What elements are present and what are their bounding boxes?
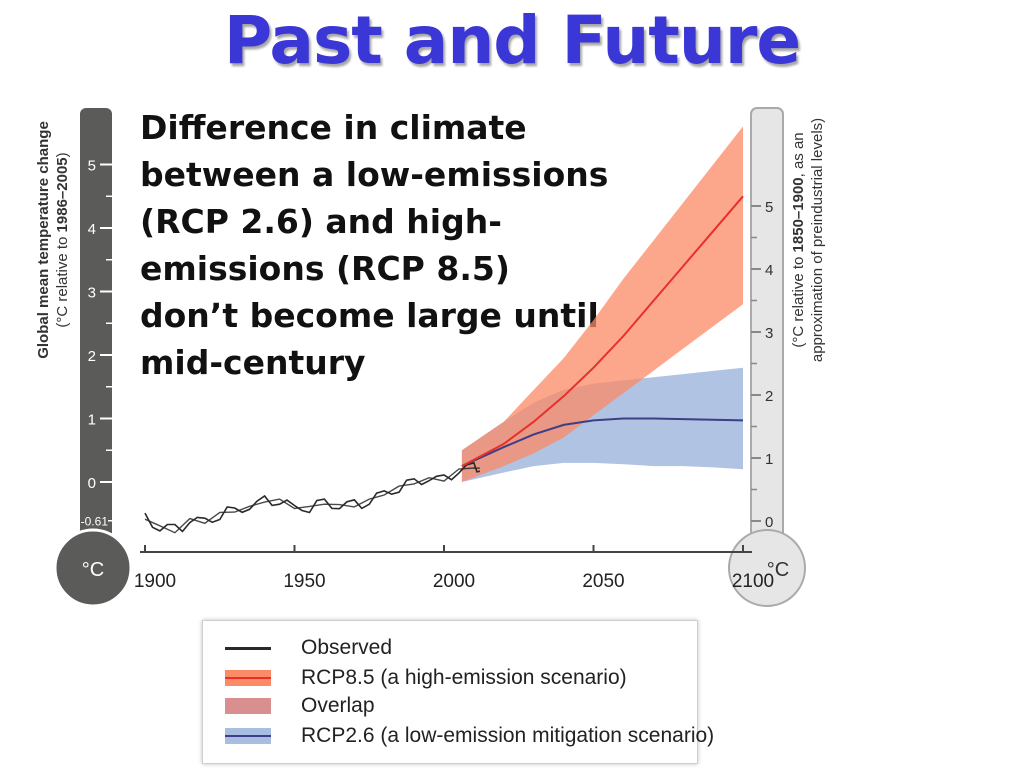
- subtitle-line: between a low-emissions: [140, 155, 609, 194]
- x-tick-label: 2050: [582, 571, 624, 592]
- left-tick-label: 1: [88, 412, 96, 429]
- legend-overlap-swatch: [225, 698, 271, 714]
- right-axis-ticks: 5 4 3 2 1 0: [751, 199, 773, 531]
- legend-observed-swatch: [225, 646, 271, 650]
- legend-item-rcp26: RCP2.6 (a low-emission mitigation scenar…: [225, 723, 714, 749]
- right-tick-label: 3: [765, 325, 773, 342]
- rcp26-mean-line: [461, 417, 744, 468]
- left-axis-subtitle-bold: 1986–2005: [54, 157, 71, 232]
- left-axis-label: Global mean temperature change (°C relat…: [35, 121, 71, 359]
- right-axis-subtitle: approximation of preindustrial levels): [809, 118, 826, 362]
- x-tick-label: 2100: [732, 571, 774, 592]
- legend-item-observed: Observed: [225, 635, 392, 661]
- left-unit-label: °C: [82, 559, 104, 581]
- chart-legend: Observed RCP8.5 (a high-emission scenari…: [202, 620, 714, 764]
- right-unit-label: °C: [767, 559, 789, 581]
- legend-rcp26-swatch: [225, 728, 271, 744]
- left-tick-label: 4: [88, 221, 96, 238]
- rcp85-uncertainty-band: [461, 126, 743, 483]
- observed-line-secondary: [144, 467, 480, 534]
- right-tick-label: 2: [765, 388, 773, 405]
- series-lines: [144, 195, 744, 534]
- right-axis-title-suffix: , as an: [790, 132, 807, 177]
- legend-rcp85-swatch: [225, 670, 271, 686]
- subtitle-line: Difference in climate: [140, 108, 527, 147]
- legend-item-overlap: Overlap: [225, 693, 375, 719]
- legend-item-rcp85: RCP8.5 (a high-emission scenario): [225, 665, 627, 691]
- left-tick-label: 5: [88, 158, 96, 175]
- subtitle-line: (RCP 2.6) and high-: [140, 202, 502, 241]
- right-tick-label: 1: [765, 451, 773, 468]
- left-tick-label: 3: [88, 285, 96, 302]
- rcp85-mean-line: [461, 195, 744, 467]
- subtitle-line: emissions (RCP 8.5): [140, 249, 510, 288]
- legend-rcp26-label: RCP2.6 (a low-emission mitigation scenar…: [301, 724, 715, 747]
- right-axis-title-prefix: (°C relative to: [790, 252, 807, 347]
- right-axis-label: (°C relative to 1850–1900, as an approxi…: [790, 118, 826, 362]
- legend-observed-label: Observed: [301, 636, 393, 659]
- left-axis-ticks: 5 4 3 2 1 0 -0.61: [81, 158, 114, 529]
- observed-line: [144, 461, 481, 533]
- right-axis-title-bold: 1850–1900: [790, 177, 807, 252]
- subtitle-line: don’t become large until: [140, 296, 599, 335]
- left-axis-subtitle-prefix: (°C relative to: [54, 232, 71, 327]
- legend-overlap-label: Overlap: [301, 694, 375, 717]
- legend-rcp85-label: RCP8.5 (a high-emission scenario): [301, 666, 627, 689]
- right-tick-label: 5: [765, 199, 773, 216]
- right-thermometer: °C: [728, 107, 806, 607]
- x-tick-label: 1900: [134, 571, 176, 592]
- left-special-tick: -0.61: [81, 515, 109, 529]
- projection-bands: [461, 126, 743, 483]
- left-axis-title: Global mean temperature change: [35, 121, 52, 359]
- x-axis-ticks: 1900 1950 2000 2050 2100: [134, 545, 774, 592]
- right-axis-title: (°C relative to 1850–1900, as an: [790, 132, 807, 347]
- left-thermometer: °C: [53, 108, 133, 608]
- x-tick-label: 1950: [283, 571, 325, 592]
- subtitle-line: mid-century: [140, 343, 366, 382]
- left-tick-label: 0: [88, 475, 96, 492]
- right-tick-label: 4: [765, 262, 773, 279]
- left-axis-subtitle-suffix: ): [54, 152, 71, 157]
- subtitle: Difference in climate between a low-emis…: [140, 104, 640, 386]
- left-axis-subtitle: (°C relative to 1986–2005): [54, 152, 71, 327]
- right-tick-label: 0: [765, 514, 773, 531]
- x-tick-label: 2000: [433, 571, 475, 592]
- left-tick-label: 2: [88, 348, 96, 365]
- page-title: Past and Future: [223, 2, 801, 79]
